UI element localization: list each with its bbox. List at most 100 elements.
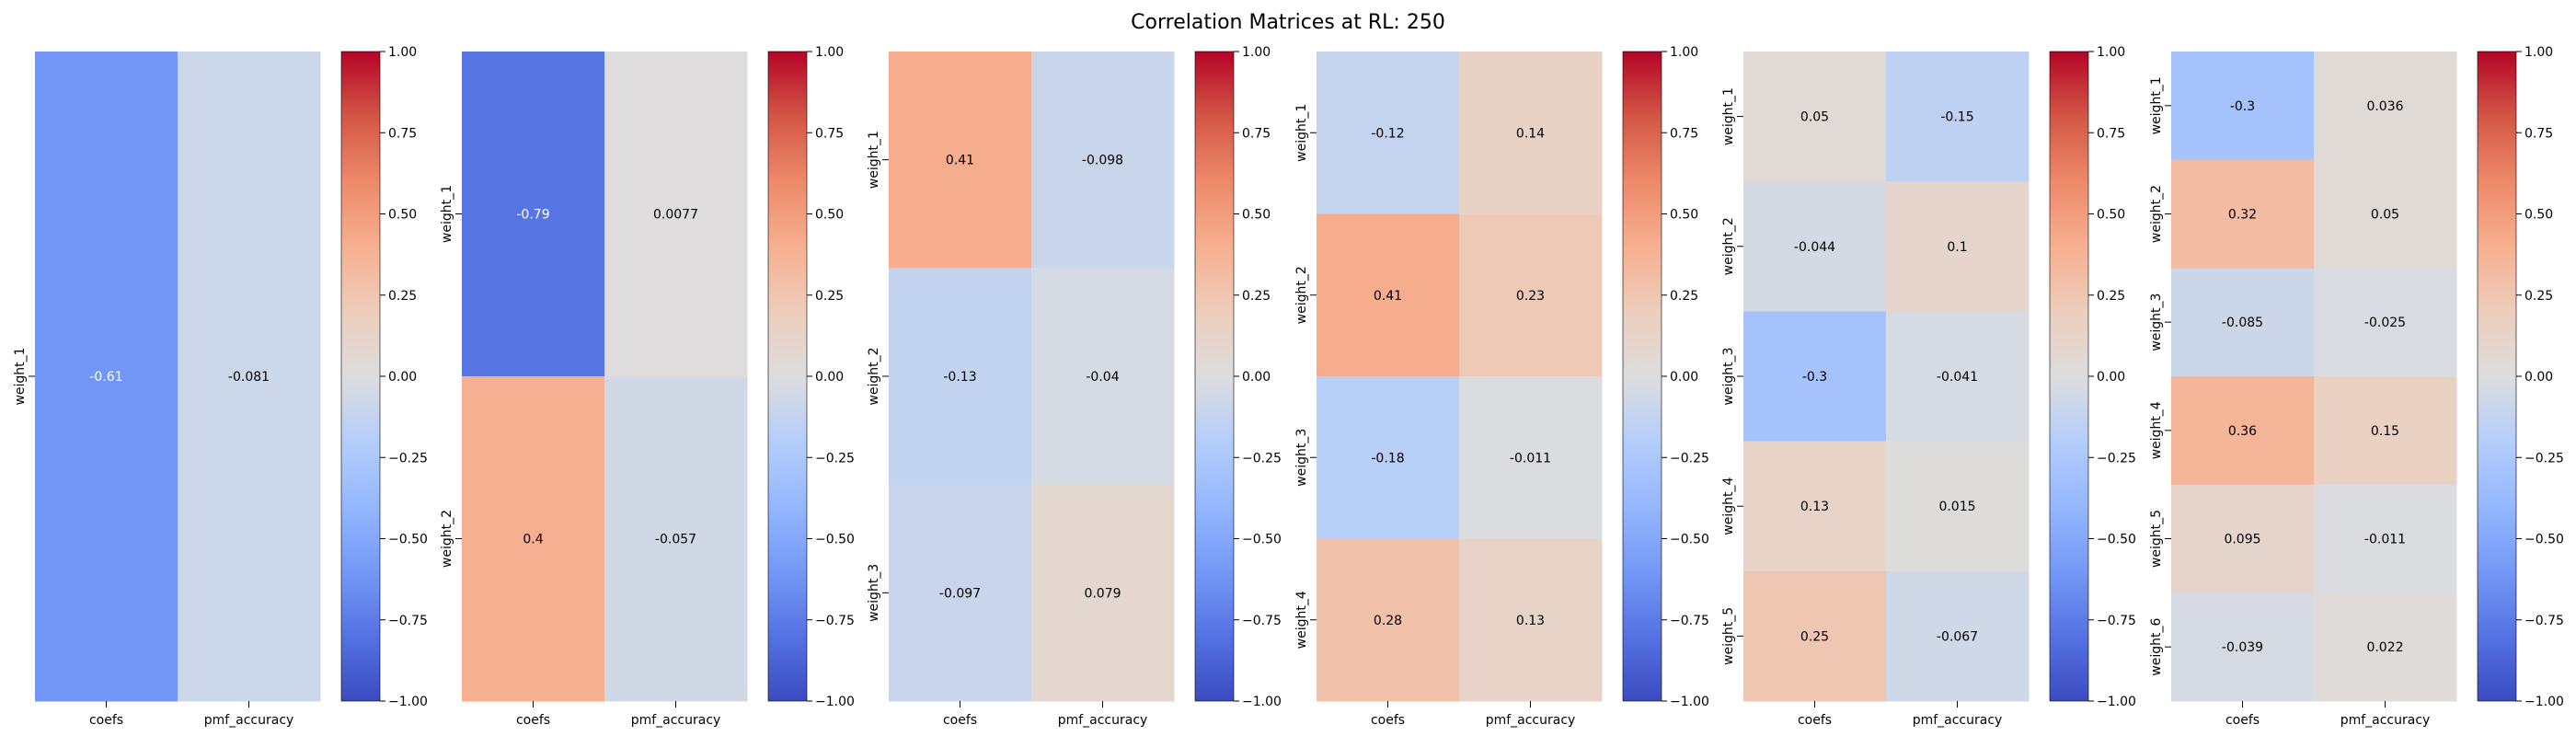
figure-title: Correlation Matrices at RL: 250 — [1131, 11, 1445, 34]
heatmap-cell — [2314, 52, 2457, 161]
heatmap-cell — [1317, 213, 1460, 377]
heatmap-cell — [604, 52, 748, 377]
y-tick-label: weight_3 — [1294, 429, 1309, 487]
cell-label: 0.095 — [2224, 533, 2260, 547]
cell-label: 0.36 — [2228, 424, 2257, 439]
heatmap-cell — [1743, 570, 1887, 702]
colorbar — [2478, 52, 2516, 701]
y-tick-label: weight_1 — [1721, 87, 1736, 145]
colorbar-tick-label: 0.75 — [388, 126, 417, 141]
colorbar — [2050, 52, 2088, 701]
colorbar-tick-label: 0.75 — [1242, 126, 1271, 141]
x-tick-label: pmf_accuracy — [2340, 713, 2431, 728]
colorbar-tick-label: −1.00 — [2097, 695, 2136, 709]
heatmap-cell — [1886, 52, 2030, 182]
cell-label: 0.0077 — [653, 208, 698, 223]
x-tick-label: coefs — [89, 713, 123, 728]
heatmap-cell — [1886, 311, 2030, 443]
cell-label: -0.085 — [2222, 316, 2263, 330]
heatmap-cell — [1031, 484, 1175, 702]
colorbar-tick-label: −0.25 — [815, 451, 855, 466]
y-tick-label: weight_5 — [1721, 607, 1736, 665]
cell-label: 0.022 — [2366, 640, 2403, 655]
heatmap-cell — [2314, 268, 2457, 377]
cell-label: 0.13 — [1800, 500, 1829, 514]
colorbar-tick-label: −0.75 — [2097, 614, 2136, 628]
x-tick-label: pmf_accuracy — [204, 713, 294, 728]
colorbar-tick-label: 0.00 — [1670, 370, 1698, 385]
cell-label: 0.1 — [1947, 240, 1967, 255]
cell-label: -0.18 — [1371, 451, 1404, 466]
colorbar-tick-label: −0.25 — [1670, 451, 1709, 466]
colorbar-tick-label: −0.25 — [1242, 451, 1282, 466]
colorbar-tick-label: 0.50 — [815, 208, 844, 223]
x-tick-label: coefs — [2225, 713, 2260, 728]
x-tick-label: coefs — [1798, 713, 1832, 728]
heatmap-cell — [462, 376, 605, 702]
colorbar-tick-label: 0.00 — [1242, 370, 1271, 385]
cell-label: -0.011 — [1510, 451, 1551, 466]
y-tick-label: weight_1 — [2149, 76, 2164, 134]
cell-label: -0.041 — [1937, 370, 1978, 385]
cell-label: 0.079 — [1084, 586, 1121, 601]
colorbar-tick-label: 0.75 — [2524, 126, 2553, 141]
colorbar-tick-label: 1.00 — [2524, 45, 2553, 60]
colorbar-tick-label: 0.00 — [2097, 370, 2125, 385]
heatmap-cell — [1743, 441, 1887, 572]
heatmap-cell — [462, 52, 605, 377]
colorbar-tick-label: 0.25 — [388, 289, 417, 304]
colorbar-tick-label: −0.75 — [388, 614, 428, 628]
colorbar-tick-label: −1.00 — [2524, 695, 2564, 709]
x-tick-label: pmf_accuracy — [1486, 713, 1576, 728]
y-tick-label: weight_4 — [1294, 591, 1309, 649]
x-tick-label: pmf_accuracy — [631, 713, 721, 728]
y-tick-label: weight_1 — [1294, 104, 1309, 162]
colorbar-tick-label: 0.50 — [388, 208, 417, 223]
colorbar — [341, 52, 380, 701]
cell-label: 0.05 — [1800, 110, 1829, 125]
cell-label: -0.15 — [1940, 110, 1973, 125]
colorbar-tick-label: −1.00 — [1242, 695, 1282, 709]
cell-label: 0.23 — [1516, 289, 1545, 304]
y-tick-label: weight_2 — [2149, 185, 2164, 243]
colorbar-tick-label: 1.00 — [1242, 45, 1271, 60]
y-tick-label: weight_2 — [1721, 217, 1736, 275]
colorbar-tick-label: 0.25 — [1670, 289, 1698, 304]
colorbar-tick-label: 0.50 — [1670, 208, 1698, 223]
y-tick-label: weight_3 — [2149, 293, 2164, 351]
colorbar-tick-label: −0.75 — [1670, 614, 1709, 628]
heatmap-cell — [1743, 52, 1887, 182]
heatmap-cell — [2314, 376, 2457, 486]
colorbar — [1195, 52, 1234, 701]
heatmap-cell — [1459, 376, 1603, 539]
colorbar-tick-label: −1.00 — [1670, 695, 1709, 709]
colorbar-tick-label: −0.25 — [388, 451, 428, 466]
heatmap-cell — [889, 52, 1032, 269]
cell-label: -0.79 — [516, 208, 549, 223]
colorbar-tick-label: 0.75 — [2097, 126, 2125, 141]
heatmap-cell — [1317, 538, 1460, 702]
heatmap-cell — [2171, 376, 2315, 486]
colorbar-tick-label: 1.00 — [815, 45, 844, 60]
colorbar-tick-label: −1.00 — [388, 695, 428, 709]
y-tick-label: weight_3 — [867, 564, 881, 622]
y-tick-label: weight_1 — [440, 185, 454, 243]
heatmap-cell — [1317, 376, 1460, 539]
heatmap-cell — [1317, 52, 1460, 214]
heatmap-panel: 0.05 -0.15 -0.044 0.1 -0.3 -0.041 0.13 0.015 0.2… — [1721, 45, 2136, 728]
cell-label: -0.04 — [1086, 370, 1119, 385]
x-tick-label: coefs — [516, 713, 550, 728]
colorbar-tick-label: 0.75 — [1670, 126, 1698, 141]
colorbar-tick-label: −0.50 — [815, 533, 855, 547]
y-tick-label: weight_2 — [440, 510, 454, 568]
colorbar-tick-label: −0.75 — [1242, 614, 1282, 628]
colorbar-tick-label: −0.75 — [2524, 614, 2564, 628]
cell-label: 0.15 — [2371, 424, 2399, 439]
cell-label: -0.025 — [2364, 316, 2406, 330]
colorbar-tick-label: 0.00 — [815, 370, 844, 385]
cell-label: -0.12 — [1371, 126, 1404, 141]
cell-label: -0.044 — [1794, 240, 1835, 255]
cell-label: 0.25 — [1800, 629, 1829, 644]
